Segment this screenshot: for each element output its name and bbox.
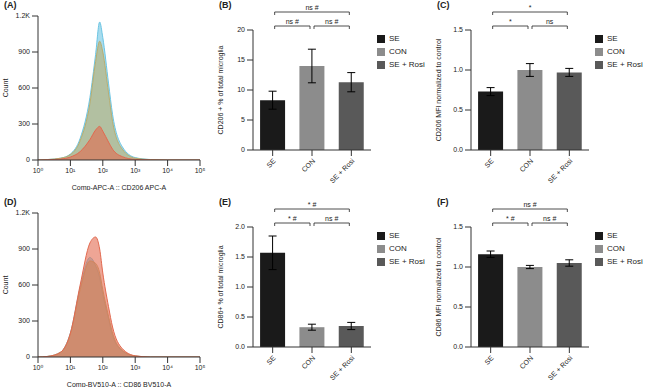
svg-text:15: 15 [237,56,245,63]
html-text:SE + Rosi: SE + Rosi [389,60,425,69]
html-text:SE + Rosi: SE + Rosi [389,257,425,266]
svg-text:10⁴: 10⁴ [162,364,173,371]
html-text:(D): (D) [4,197,17,207]
svg-text:Comp-APC-A :: CD206 APC-A: Comp-APC-A :: CD206 APC-A [72,184,167,190]
html-text:CON: CON [389,47,407,56]
svg-text:10²: 10² [98,364,109,371]
svg-text:ns #: ns # [286,18,299,25]
html-text:SE: SE [607,34,618,43]
html-text:(F): (F) [437,197,449,207]
svg-text:1.0: 1.0 [235,283,245,290]
svg-text:0.5: 0.5 [453,106,463,113]
html-text:SE: SE [607,231,618,240]
svg-text:0.0: 0.0 [235,343,245,350]
svg-text:10⁴: 10⁴ [162,167,173,174]
svg-text:0.0: 0.0 [453,146,463,153]
html-text:CON: CON [607,244,625,253]
svg-text:SE: SE [483,354,495,366]
svg-text:Count: Count [8,276,9,295]
svg-text:10¹: 10¹ [65,364,76,371]
svg-text:SE: SE [265,157,277,169]
svg-text:* #: * # [308,201,317,208]
svg-text:ns #: ns # [325,215,338,222]
svg-text:300: 300 [18,317,30,324]
svg-text:ns #: ns # [305,4,318,11]
svg-text:20: 20 [237,26,245,33]
svg-text:CON: CON [518,354,534,370]
svg-text:10⁵: 10⁵ [195,167,206,174]
svg-text:900: 900 [18,245,30,252]
svg-text:CD86+ % of total microglia: CD86+ % of total microglia [217,245,225,328]
html-text:SE: SE [389,34,400,43]
svg-text:Comp-BV510-A :: CD86 BV510-A: Comp-BV510-A :: CD86 BV510-A [67,381,172,387]
svg-text:10⁵: 10⁵ [195,364,206,371]
svg-text:0: 0 [241,146,245,153]
svg-text:10³: 10³ [130,364,141,371]
svg-text:SE: SE [483,157,495,169]
svg-text:SE + Rosi: SE + Rosi [328,354,355,381]
svg-text:SE + Rosi: SE + Rosi [546,354,573,381]
svg-text:1.5: 1.5 [453,26,463,33]
svg-text:10¹: 10¹ [65,167,76,174]
svg-text:10³: 10³ [130,167,141,174]
svg-text:*: * [509,18,512,25]
svg-text:1.5: 1.5 [235,253,245,260]
svg-text:CD206 MFI normalized to contro: CD206 MFI normalized to control [435,38,442,141]
svg-text:0: 0 [26,156,30,163]
svg-text:1.2K: 1.2K [16,209,31,216]
svg-text:0.5: 0.5 [453,303,463,310]
svg-text:CD206 + % of total microglia: CD206 + % of total microglia [217,45,225,134]
svg-text:*: * [529,4,532,11]
svg-text:10⁰: 10⁰ [33,364,44,371]
svg-text:0: 0 [26,353,30,360]
svg-text:CD86 MFI normalized to control: CD86 MFI normalized to control [435,237,442,336]
html-text:(E): (E) [219,197,231,207]
html-text:(B): (B) [219,0,232,10]
html-text:(A): (A) [4,0,17,10]
html-text:SE + Rosi: SE + Rosi [607,60,643,69]
svg-text:0.0: 0.0 [453,343,463,350]
svg-text:1.2K: 1.2K [16,12,31,19]
svg-text:10²: 10² [98,167,109,174]
svg-text:1.5: 1.5 [453,223,463,230]
svg-text:2.0: 2.0 [235,223,245,230]
svg-text:SE + Rosi: SE + Rosi [328,157,355,184]
svg-text:5: 5 [241,116,245,123]
svg-text:ns #: ns # [325,18,338,25]
svg-text:300: 300 [18,120,30,127]
svg-text:* #: * # [288,215,297,222]
svg-text:600: 600 [18,84,30,91]
svg-text:* #: * # [506,215,515,222]
html-text:(C): (C) [437,0,450,10]
svg-text:1.0: 1.0 [453,66,463,73]
html-text:SE + Rosi: SE + Rosi [607,257,643,266]
svg-text:CON: CON [300,157,316,173]
svg-text:Count: Count [8,79,9,98]
svg-text:0.5: 0.5 [235,313,245,320]
svg-text:1.0: 1.0 [453,263,463,270]
html-text:CON: CON [607,47,625,56]
svg-text:10: 10 [237,86,245,93]
svg-text:CON: CON [300,354,316,370]
svg-text:SE: SE [265,354,277,366]
svg-text:CON: CON [518,157,534,173]
svg-text:900: 900 [18,48,30,55]
html-text:CON: CON [389,244,407,253]
svg-text:SE + Rosi: SE + Rosi [546,157,573,184]
svg-text:ns: ns [546,18,554,25]
svg-text:600: 600 [18,281,30,288]
svg-text:ns #: ns # [543,215,556,222]
html-text:SE: SE [389,231,400,240]
svg-text:10⁰: 10⁰ [33,167,44,174]
svg-text:ns #: ns # [523,201,536,208]
